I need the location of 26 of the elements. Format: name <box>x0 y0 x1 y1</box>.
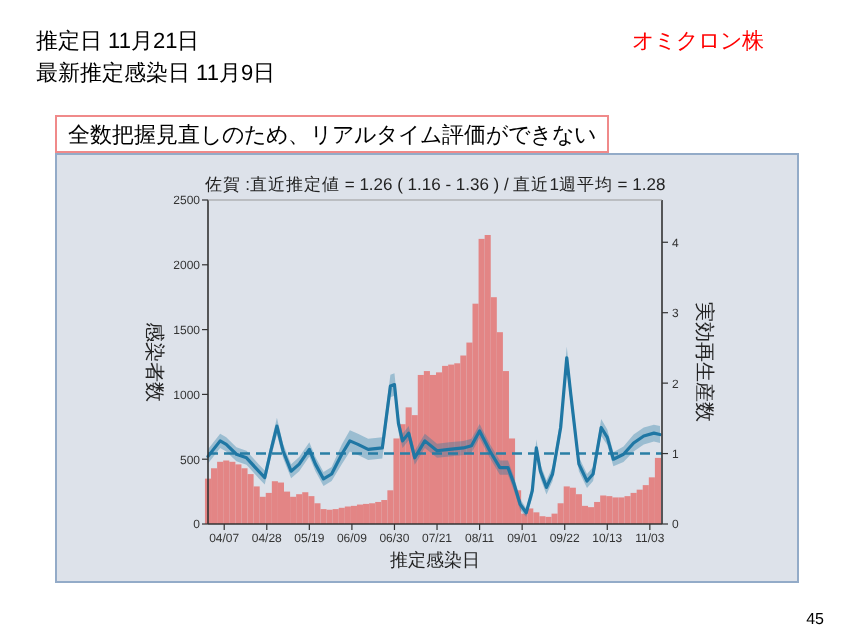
bar <box>314 503 321 524</box>
bar <box>247 474 254 524</box>
text: 全数把握見直しのため、リアルタイム評価ができない <box>68 122 596 148</box>
bar <box>654 457 661 524</box>
bar <box>600 495 607 524</box>
text: 最新推定感染日 11月9日 <box>36 60 276 86</box>
bar <box>211 468 218 524</box>
y-axis-title: 感染者数 <box>142 322 166 402</box>
bar <box>417 374 424 524</box>
bar <box>642 485 649 524</box>
x-axis-title: 推定感染日 <box>390 550 480 570</box>
bar <box>478 238 485 524</box>
bar <box>484 234 491 524</box>
bar <box>271 481 278 524</box>
bar <box>350 505 357 524</box>
text: 推定日 11月21日 <box>36 28 200 54</box>
text: 45 <box>806 610 826 628</box>
bar <box>545 516 552 524</box>
y2-axis-title: 実効再生産数 <box>692 302 716 422</box>
bar <box>563 486 570 524</box>
bar <box>308 496 315 524</box>
bar <box>575 494 582 524</box>
bar <box>533 512 540 524</box>
chart-title: 佐賀 :直近推定値 = 1.26 ( 1.16 - 1.36 ) / 直近1週平均 = 1.28 <box>204 174 666 194</box>
text: オミクロン株 <box>632 28 764 54</box>
bar <box>594 501 601 524</box>
